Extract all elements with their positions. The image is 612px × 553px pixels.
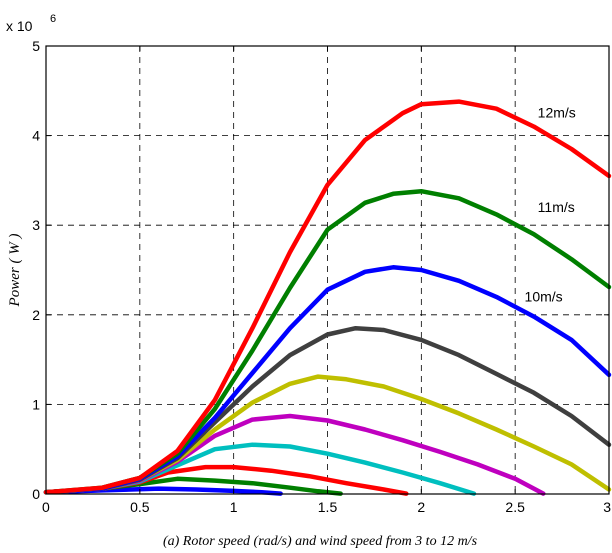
tick-marks [45,45,610,495]
series-annotation: 12m/s [538,105,576,121]
y-scale-label: x 10 [6,18,33,34]
y-tick-label: 0 [32,486,40,502]
y-tick-label: 2 [32,307,40,323]
series-annotation: 11m/s [538,199,575,215]
y-tick-label: 4 [32,128,40,144]
series-line-10 [43,99,612,495]
x-tick-label: 2.5 [505,499,525,515]
x-tick-label: 1.5 [318,499,338,515]
tick-labels: 0 0.5 1 1.5 2 2.5 3 0 1 2 3 4 5 [32,38,611,515]
x-tick-label: 0 [42,499,50,515]
grid [46,46,609,494]
x-tick-label: 1 [230,499,238,515]
x-tick-label: 2 [417,499,425,515]
y-axis-label: Power ( W ) [7,234,23,308]
series-group [43,99,612,496]
annotations: 12m/s 11m/s 10m/s [525,105,576,305]
x-tick-label: 0.5 [130,499,150,515]
chart-caption: (a) Rotor speed (rad/s) and wind speed f… [163,534,478,549]
x-tick-label: 3 [603,499,611,515]
y-scale-exponent: 6 [50,13,56,25]
series-annotation: 10m/s [525,288,563,304]
y-tick-label: 1 [32,396,40,412]
y-tick-label: 5 [32,38,40,54]
y-tick-label: 3 [32,217,40,233]
